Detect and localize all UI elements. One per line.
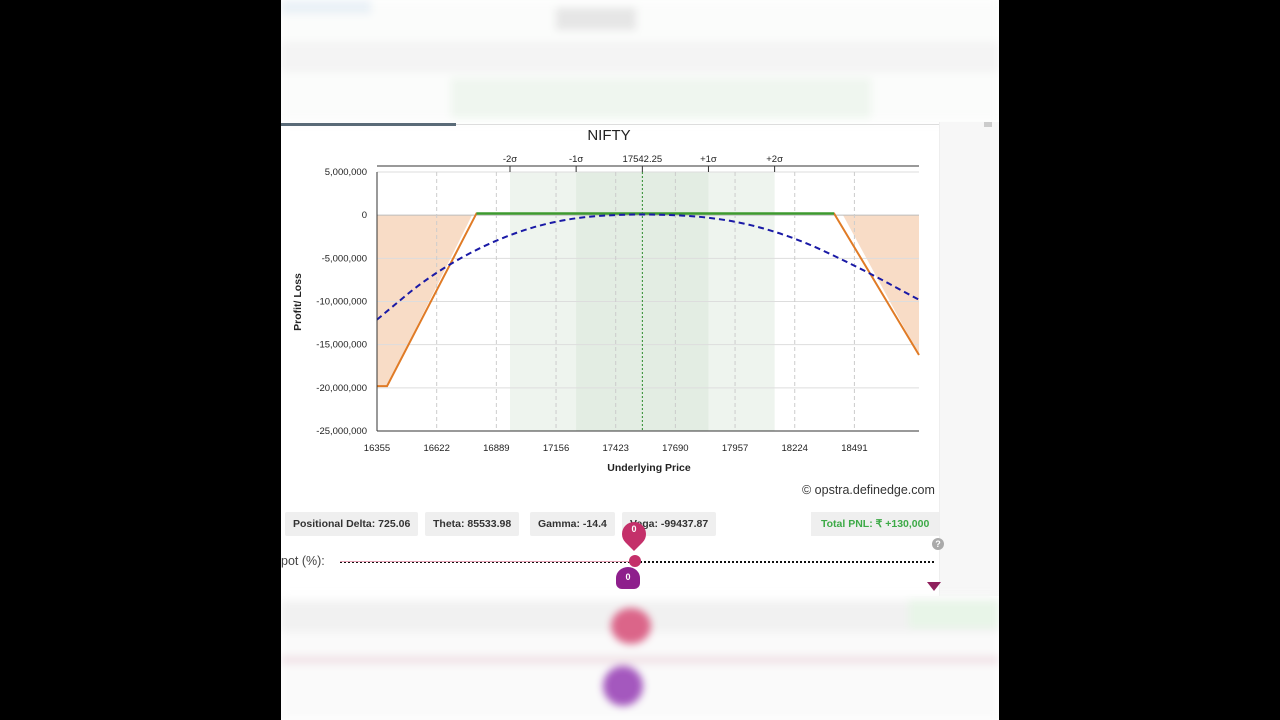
total-pnl: Total PNL: ₹ +130,000 xyxy=(811,512,940,536)
x-axis-title: Underlying Price xyxy=(607,462,691,474)
spot-label: pot (%): xyxy=(281,554,325,568)
spot-marker-value: 0 xyxy=(631,524,637,534)
date-marker-pin-icon[interactable] xyxy=(616,567,640,589)
y-tick-label: 5,000,000 xyxy=(325,167,367,178)
loss-fill-left xyxy=(377,215,472,387)
theta-value: Theta: 85533.98 xyxy=(425,512,520,536)
tab-indicator xyxy=(281,123,456,126)
payoff-t0-curve xyxy=(376,213,920,321)
reset-icon[interactable] xyxy=(927,582,941,591)
x-tick-label: 18224 xyxy=(782,443,808,454)
sigma-label: -1σ xyxy=(569,154,583,165)
spot-slider-fill xyxy=(340,561,630,562)
sigma-label: -2σ xyxy=(503,154,517,165)
blurred-footer xyxy=(281,596,999,720)
scroll-knob[interactable] xyxy=(984,122,992,127)
x-tick-label: 17156 xyxy=(543,443,569,454)
payoff-chart: 5,000,000 0 -5,000,000 -10,000,000 -15,000,0… xyxy=(292,127,920,474)
x-tick-label: 16889 xyxy=(483,443,509,454)
chart-title: NIFTY xyxy=(587,127,630,144)
tick-labels: 5,000,000 0 -5,000,000 -10,000,000 -15,000,0… xyxy=(316,167,867,454)
loss-fill-right xyxy=(843,215,919,356)
sigma-label: +2σ xyxy=(766,154,783,165)
spot-slider-handle[interactable] xyxy=(629,555,641,567)
grid-lines xyxy=(377,171,919,432)
x-tick-label: 16622 xyxy=(423,443,449,454)
x-tick-label: 16355 xyxy=(364,443,390,454)
right-panel xyxy=(939,122,999,596)
sigma-label: 17542.25 xyxy=(623,154,663,165)
series-lines xyxy=(376,172,920,431)
blurred-header xyxy=(281,0,999,122)
help-icon[interactable]: ? xyxy=(932,538,944,550)
y-tick-label: -20,000,000 xyxy=(316,383,367,394)
y-axis-title: Profit/ Loss xyxy=(292,273,304,331)
sigma-labels: -2σ -1σ 17542.25 +1σ +2σ xyxy=(503,154,783,172)
y-tick-label: 0 xyxy=(362,210,367,221)
date-marker-value: 0 xyxy=(625,572,631,582)
axes xyxy=(376,165,919,432)
x-tick-label: 17957 xyxy=(722,443,748,454)
x-tick-label: 17423 xyxy=(602,443,628,454)
payoff-expiry-line xyxy=(377,212,920,388)
y-tick-label: -15,000,000 xyxy=(316,340,367,351)
x-tick-label: 18491 xyxy=(841,443,867,454)
x-tick-label: 17690 xyxy=(662,443,688,454)
credit-text[interactable]: © opstra.definedge.com xyxy=(802,483,935,497)
divider xyxy=(456,124,999,125)
sigma-label: +1σ xyxy=(700,154,717,165)
positional-delta: Positional Delta: 725.06 xyxy=(285,512,419,536)
y-tick-label: -5,000,000 xyxy=(322,253,367,264)
y-tick-label: -10,000,000 xyxy=(316,297,367,308)
app-frame: 5,000,000 0 -5,000,000 -10,000,000 -15,000,0… xyxy=(281,0,999,720)
y-tick-label: -25,000,000 xyxy=(316,426,367,437)
gamma-value: Gamma: -14.4 xyxy=(530,512,615,536)
